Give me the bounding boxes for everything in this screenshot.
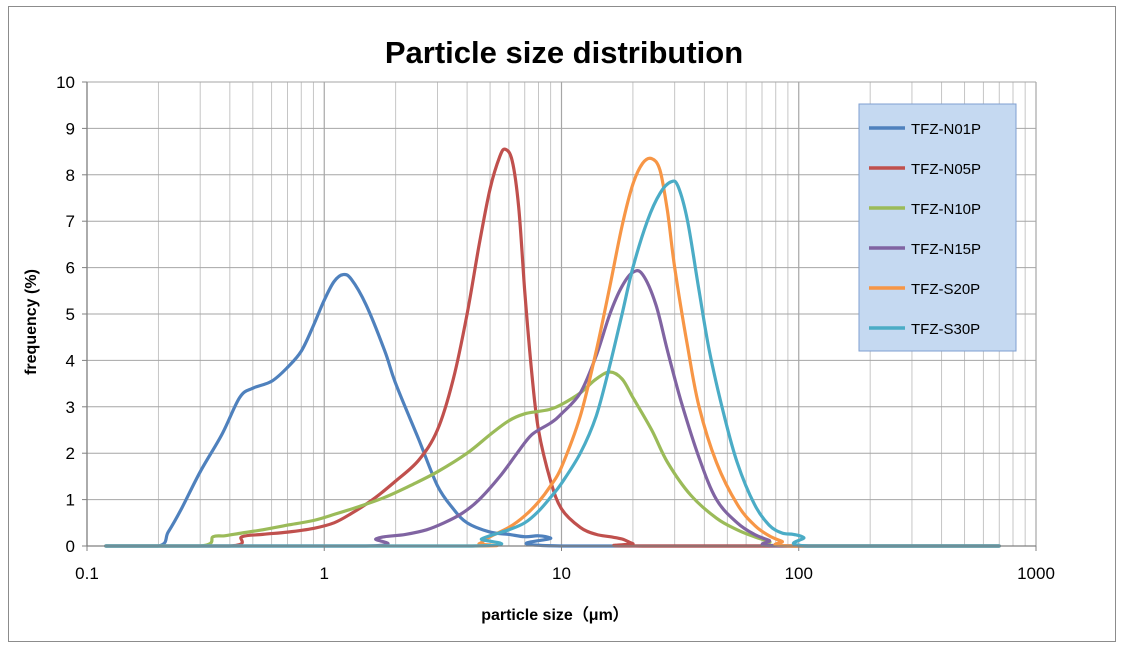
chart-title: Particle size distribution xyxy=(385,35,743,70)
legend-label: TFZ-N01P xyxy=(911,121,981,138)
y-tick-label: 2 xyxy=(66,444,75,463)
legend-label: TFZ-N10P xyxy=(911,201,981,218)
x-tick-label: 1000 xyxy=(1017,564,1055,583)
legend-label: TFZ-N15P xyxy=(911,241,981,258)
x-tick-label: 1 xyxy=(320,564,329,583)
legend-label: TFZ-N05P xyxy=(911,161,981,178)
legend: TFZ-N01P TFZ-N05P TFZ-N10P TFZ-N15P TFZ-S20P… xyxy=(858,103,1017,352)
legend-label: TFZ-S20P xyxy=(911,281,980,298)
series-line-tfz-n01p xyxy=(104,272,1001,548)
legend-box xyxy=(858,103,1017,352)
y-tick-label: 1 xyxy=(66,491,75,510)
y-tick-label: 8 xyxy=(66,166,75,185)
x-tick-label: 0.1 xyxy=(75,564,99,583)
chart-canvas: 0 1 2 3 4 5 6 7 8 9 10 0.1 1 10 100 1000 Particle size … xyxy=(23,35,1055,624)
x-tick-label: 100 xyxy=(785,564,813,583)
y-tick-label: 9 xyxy=(66,119,75,138)
series-line-tfz-n15p xyxy=(104,269,1001,548)
series-lines xyxy=(104,147,1001,548)
y-tick-label: 6 xyxy=(66,259,75,278)
y-tick-label: 3 xyxy=(66,398,75,417)
legend-label: TFZ-S30P xyxy=(911,321,980,338)
x-tick-label: 10 xyxy=(552,564,571,583)
y-tick-label: 7 xyxy=(66,212,75,231)
chart-frame: 0 1 2 3 4 5 6 7 8 9 10 0.1 1 10 100 1000 Particle size … xyxy=(8,6,1116,642)
y-tick-label: 4 xyxy=(66,351,75,370)
series-line-tfz-s30p xyxy=(104,179,1001,548)
y-tick-label: 0 xyxy=(66,537,75,556)
x-axis-label: particle size（μm） xyxy=(481,606,629,624)
series-line-tfz-n10p xyxy=(104,370,1001,548)
y-tick-label: 10 xyxy=(56,73,75,92)
axes: 0 1 2 3 4 5 6 7 8 9 10 0.1 1 10 100 1000 xyxy=(56,73,1055,583)
y-tick-label: 5 xyxy=(66,305,75,324)
series-line-tfz-n05p xyxy=(104,147,1001,548)
y-axis-label: frequency (%) xyxy=(23,269,40,375)
